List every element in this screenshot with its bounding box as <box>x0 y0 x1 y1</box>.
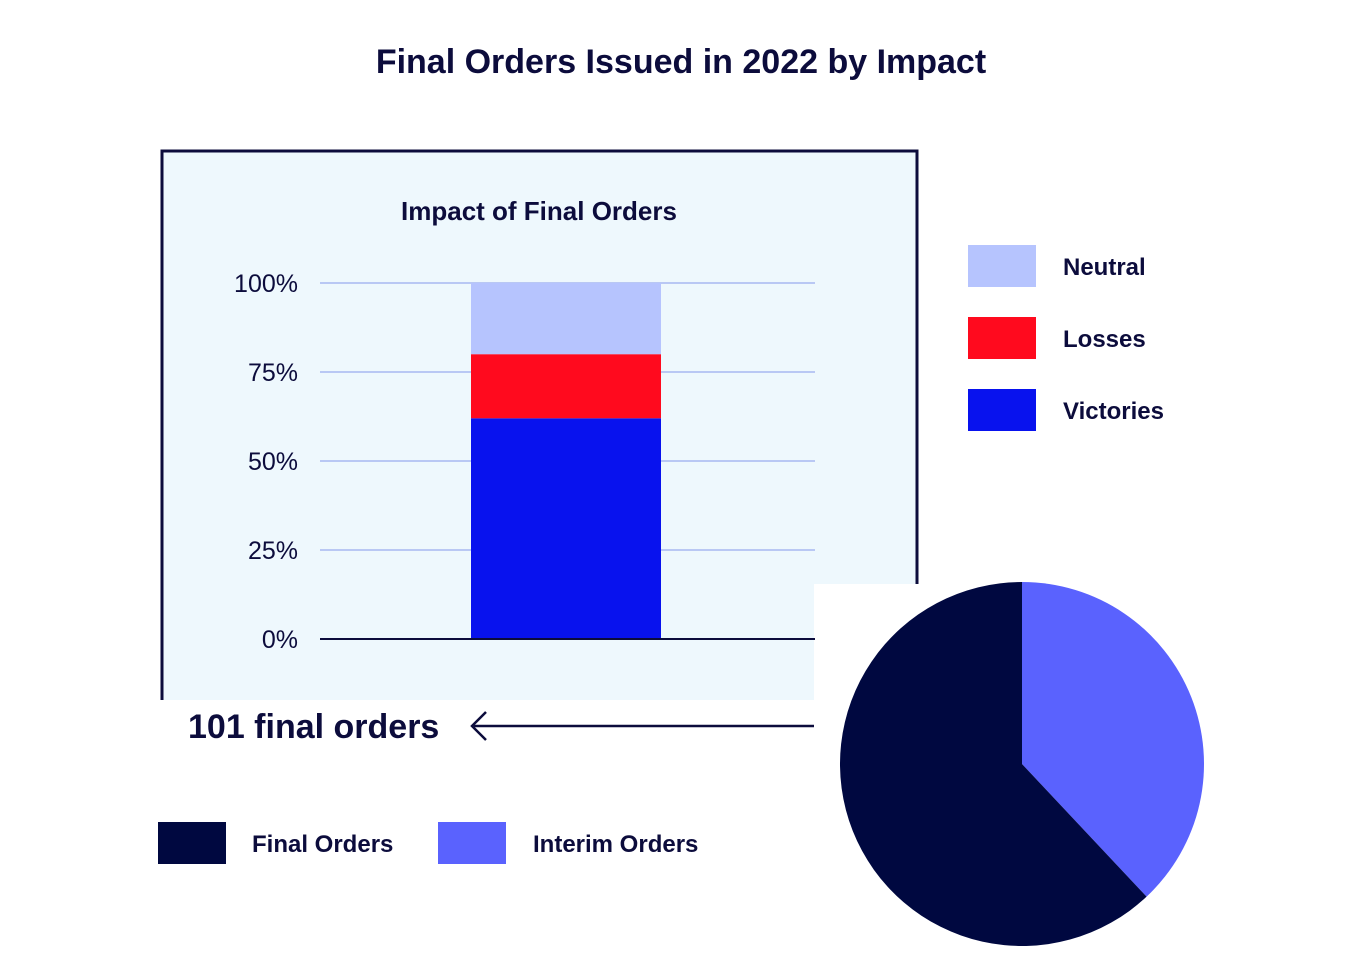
legend-label-interim-orders: Interim Orders <box>533 831 698 858</box>
bar-chart-title: Impact of Final Orders <box>401 196 677 226</box>
bar-legend: Neutral Losses Victories <box>968 245 1164 431</box>
pie-chart <box>839 582 1204 947</box>
legend-swatch-victories <box>968 389 1036 431</box>
y-tick-label: 75% <box>248 359 298 387</box>
legend-label-final-orders: Final Orders <box>252 831 393 858</box>
legend-label-neutral: Neutral <box>1063 254 1146 281</box>
pie-legend: Final Orders Interim Orders <box>158 822 698 864</box>
legend-swatch-final-orders <box>158 822 226 864</box>
y-tick-label: 0% <box>262 626 298 654</box>
annotation-arrow-head-icon <box>470 711 487 741</box>
bar-segment-losses <box>471 354 661 419</box>
bar-segment-neutral <box>471 283 661 355</box>
legend-swatch-losses <box>968 317 1036 359</box>
legend-label-losses: Losses <box>1063 326 1146 353</box>
chart-title: Final Orders Issued in 2022 by Impact <box>376 43 986 81</box>
y-tick-label: 25% <box>248 537 298 565</box>
legend-swatch-neutral <box>968 245 1036 287</box>
legend-swatch-interim-orders <box>438 822 506 864</box>
pie-slice-final-orders <box>839 582 1147 947</box>
y-tick-labels: 0% 25% 50% 75% 100% <box>234 270 298 654</box>
bar-segment-victories <box>471 418 661 639</box>
y-tick-label: 50% <box>248 448 298 476</box>
final-orders-annotation: 101 final orders <box>188 708 439 746</box>
bar-chart-panel-border <box>160 149 919 724</box>
pie-slice-interim-orders <box>1022 582 1204 897</box>
y-tick-label: 100% <box>234 270 298 298</box>
legend-label-victories: Victories <box>1063 398 1164 425</box>
stacked-bar <box>471 283 661 639</box>
